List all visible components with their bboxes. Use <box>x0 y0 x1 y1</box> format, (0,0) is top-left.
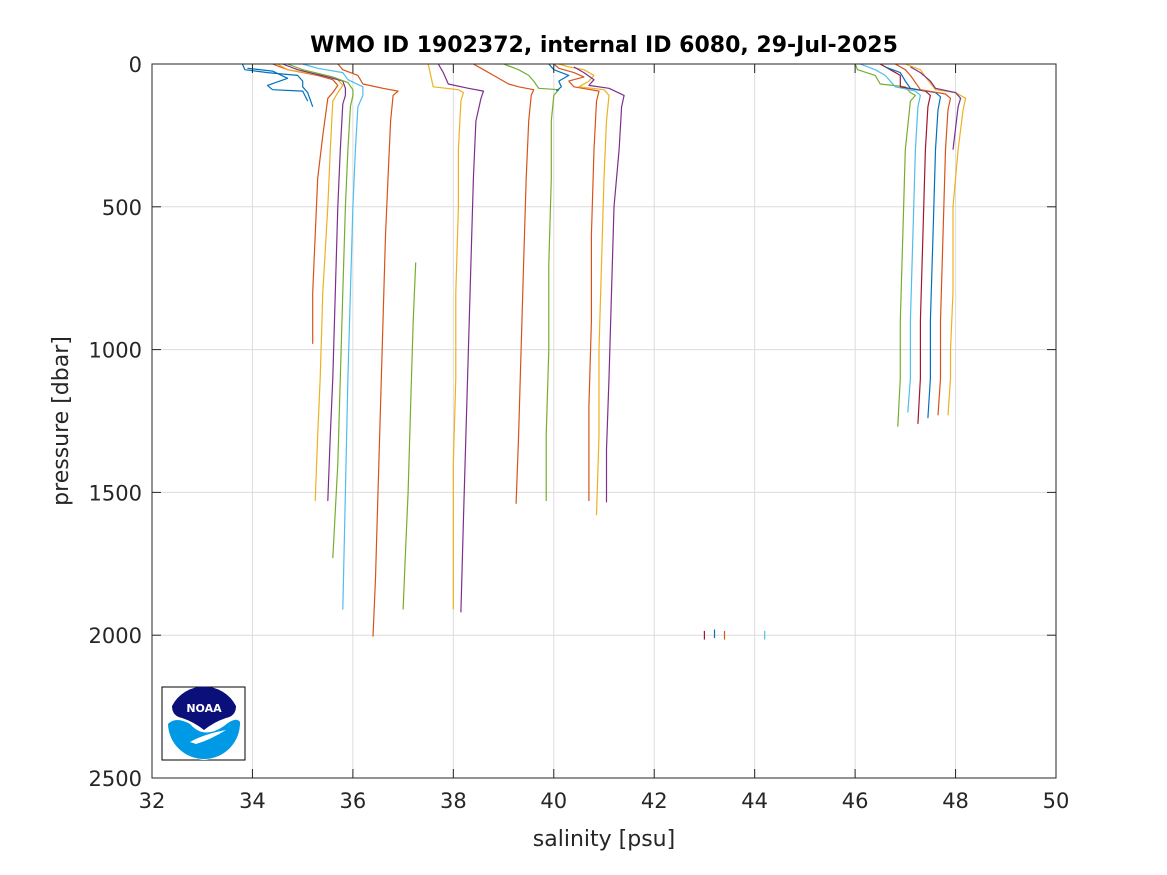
profile-line-26 <box>895 63 952 416</box>
profile-line-14 <box>548 63 570 92</box>
profile-line-15 <box>553 63 600 501</box>
noaa-logo: NOAA <box>161 686 246 761</box>
x-tick-label: 42 <box>641 789 668 813</box>
profile-line-25 <box>884 66 942 419</box>
y-tick-label: 1500 <box>89 481 142 505</box>
logo-bird-upper <box>172 686 236 730</box>
logo-wave-crest <box>190 730 226 744</box>
x-tick-label: 36 <box>340 789 367 813</box>
y-tick-label: 2000 <box>89 624 142 648</box>
x-tick-label: 48 <box>942 789 969 813</box>
profile-line-6 <box>287 63 354 559</box>
profile-line-2 <box>247 67 309 102</box>
y-tick-label: 2500 <box>89 767 142 791</box>
x-tick-label: 34 <box>239 789 266 813</box>
profile-line-22 <box>854 63 917 427</box>
y-tick-label: 1000 <box>89 339 142 363</box>
x-tick-label: 38 <box>440 789 467 813</box>
profile-line-11 <box>437 63 485 613</box>
profile-line-13 <box>503 63 560 501</box>
y-tick-label: 0 <box>129 53 142 77</box>
x-tick-label: 44 <box>741 789 768 813</box>
profile-line-12 <box>473 63 535 504</box>
profile-line-10 <box>427 63 464 610</box>
chart-title: WMO ID 1902372, internal ID 6080, 29-Jul… <box>310 33 898 58</box>
profile-line-23 <box>859 63 922 413</box>
y-tick-label: 500 <box>102 196 142 220</box>
profile-line-5 <box>282 63 346 502</box>
x-tick-label: 46 <box>842 789 869 813</box>
profile-line-7 <box>302 63 364 610</box>
plot-frame <box>151 63 1057 779</box>
logo-text: NOAA <box>186 702 222 715</box>
profile-line-16 <box>558 63 610 516</box>
profile-line-1 <box>241 63 314 107</box>
series-group <box>241 63 967 640</box>
y-axis-label: pressure [dbar] <box>49 336 74 506</box>
x-tick-label: 50 <box>1043 789 1070 813</box>
x-axis-label: salinity [psu] <box>533 827 675 852</box>
profile-line-9 <box>402 262 417 610</box>
profile-line-28 <box>910 66 962 150</box>
profile-line-8 <box>337 63 399 637</box>
profile-line-3 <box>272 63 339 344</box>
profile-line-17 <box>573 66 625 503</box>
x-tick-label: 40 <box>540 789 567 813</box>
profile-line-24 <box>879 63 932 424</box>
x-tick-label: 32 <box>139 789 166 813</box>
